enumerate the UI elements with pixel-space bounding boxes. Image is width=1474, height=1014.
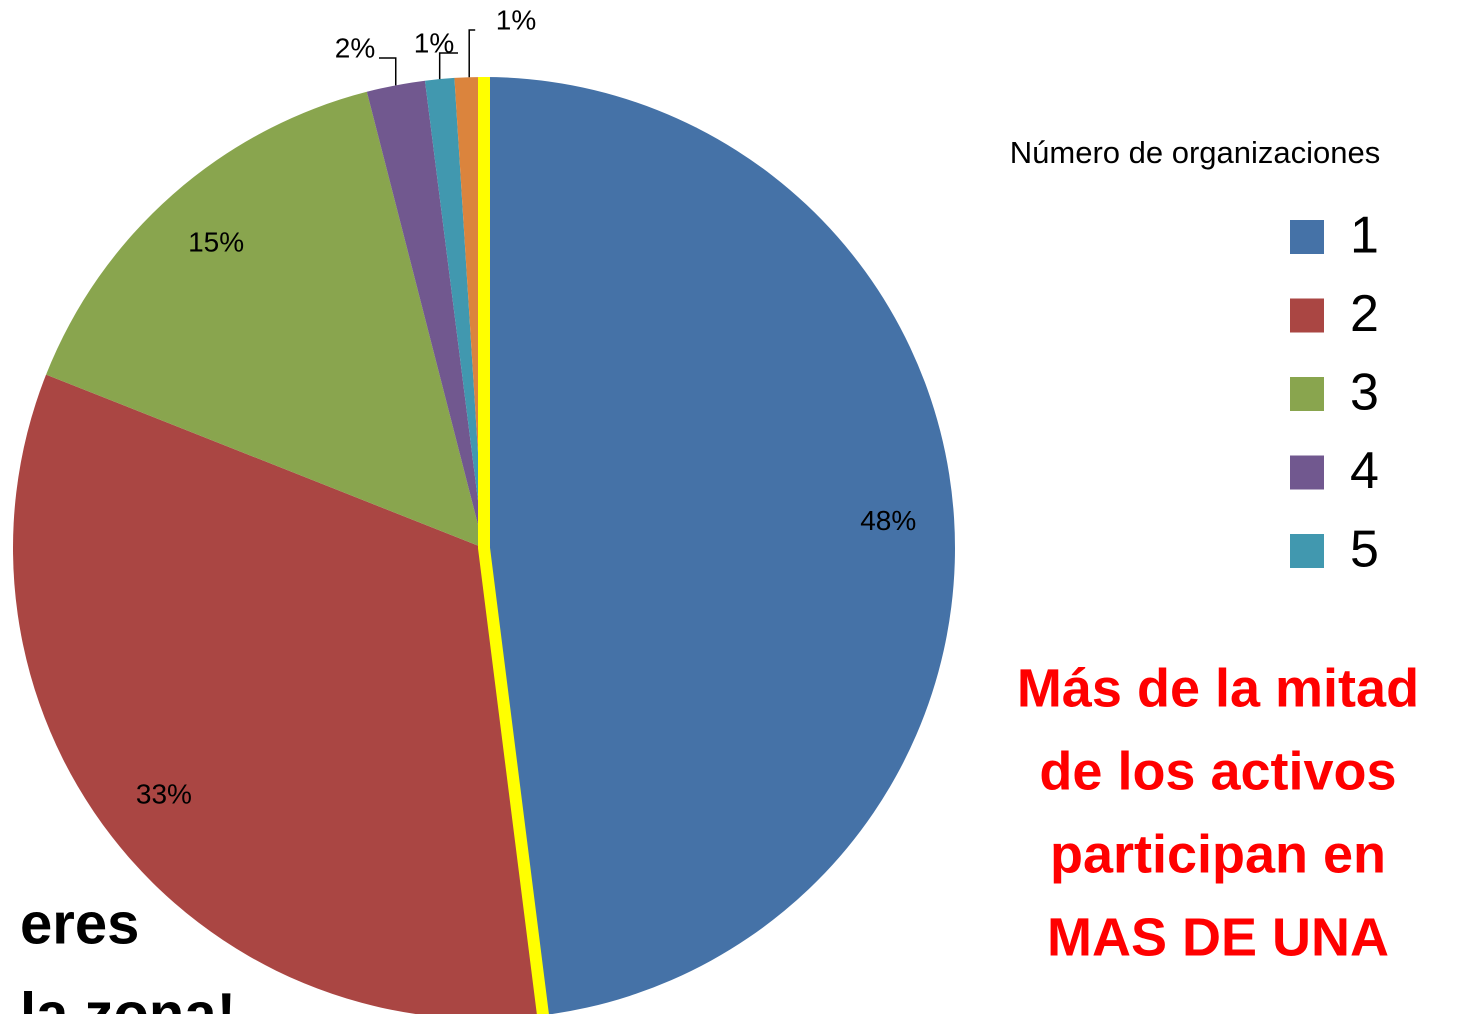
pie-slice — [454, 77, 484, 548]
legend-swatch — [1290, 455, 1324, 490]
data-label: 15% — [188, 227, 244, 258]
note-line: MAS DE UNA — [1047, 907, 1389, 967]
pie-slice — [13, 374, 543, 1014]
data-label: 1% — [414, 27, 454, 58]
legend-label: 5 — [1350, 521, 1379, 579]
legend-swatch — [1290, 298, 1324, 333]
legend-label: 3 — [1350, 364, 1379, 422]
legend-label: 1 — [1350, 207, 1379, 265]
note-line: participan en — [1050, 824, 1386, 884]
leader-line — [379, 57, 397, 86]
note-line: de los activos — [1039, 741, 1396, 801]
pie-slice — [424, 77, 484, 548]
data-label: 48% — [860, 505, 916, 536]
leader-line — [468, 29, 476, 78]
legend-title: Número de organizaciones — [1010, 135, 1381, 170]
pie-slice — [484, 77, 956, 1014]
note-line: Más de la mitad — [1017, 658, 1419, 718]
data-label: 1% — [496, 4, 536, 35]
highlight-edge — [478, 77, 549, 1014]
annotation: eres — [20, 891, 139, 956]
legend-swatch — [1290, 220, 1324, 254]
data-label: 33% — [136, 779, 192, 810]
annotation: la zona! — [20, 981, 236, 1014]
pie-slice — [46, 91, 484, 548]
leader-line — [438, 52, 458, 80]
legend-label: 2 — [1350, 285, 1379, 343]
legend-swatch — [1290, 377, 1324, 411]
legend-swatch — [1290, 534, 1324, 568]
data-label: 2% — [335, 32, 375, 63]
pie-slice — [366, 80, 484, 548]
legend-label: 4 — [1350, 442, 1379, 500]
